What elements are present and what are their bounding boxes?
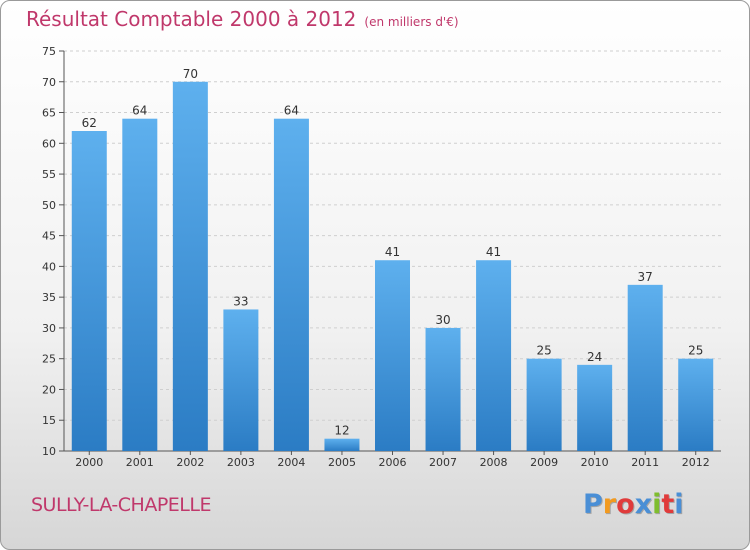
x-tick-label-2010: 2010 xyxy=(581,456,609,469)
y-tick-label: 70 xyxy=(42,76,56,89)
bar-2004 xyxy=(273,118,309,451)
y-tick-label: 75 xyxy=(42,45,56,58)
y-tick-label: 10 xyxy=(42,445,56,458)
value-label-2002: 70 xyxy=(183,67,198,81)
y-tick-label: 35 xyxy=(42,291,56,304)
x-tick-label-2009: 2009 xyxy=(530,456,558,469)
x-tick-label-2011: 2011 xyxy=(631,456,659,469)
value-label-2006: 41 xyxy=(385,245,400,259)
value-label-2011: 37 xyxy=(638,270,653,284)
logo-letter: i xyxy=(674,489,684,520)
logo-letter: i xyxy=(652,489,662,520)
value-label-2012: 25 xyxy=(688,344,703,358)
x-tick-label-2004: 2004 xyxy=(277,456,305,469)
y-tick-label: 60 xyxy=(42,137,56,150)
bar-2012 xyxy=(678,358,714,451)
value-label-2010: 24 xyxy=(587,350,602,364)
chart-title-text: Résultat Comptable 2000 à 2012 xyxy=(26,7,357,31)
y-tick-label: 45 xyxy=(42,230,56,243)
value-label-2009: 25 xyxy=(536,344,551,358)
proxiti-logo: Proxiti xyxy=(583,489,684,520)
y-tick-label: 55 xyxy=(42,168,56,181)
x-tick-label-2006: 2006 xyxy=(379,456,407,469)
logo-letter: P xyxy=(583,489,603,520)
bar-2001 xyxy=(122,118,158,451)
x-tick-label-2000: 2000 xyxy=(75,456,103,469)
chart-subtitle: (en milliers d'€) xyxy=(364,15,459,29)
value-label-2001: 64 xyxy=(132,104,147,118)
y-tick-label: 25 xyxy=(42,353,56,366)
logo-letter: o xyxy=(616,489,635,520)
x-tick-label-2007: 2007 xyxy=(429,456,457,469)
bar-2005 xyxy=(324,438,360,451)
bar-2000 xyxy=(71,131,107,451)
value-label-2003: 33 xyxy=(233,294,248,308)
logo-letter: t xyxy=(661,489,675,520)
chart-title: Résultat Comptable 2000 à 2012 (en millie… xyxy=(26,7,459,31)
x-tick-label-2005: 2005 xyxy=(328,456,356,469)
bar-2006 xyxy=(375,260,410,451)
value-label-2007: 30 xyxy=(435,313,450,327)
bar-2008 xyxy=(476,260,512,451)
bar-2007 xyxy=(425,327,461,451)
bar-2003 xyxy=(223,309,259,451)
value-label-2005: 12 xyxy=(334,424,349,438)
value-label-2004: 64 xyxy=(284,104,299,118)
x-tick-label-2002: 2002 xyxy=(176,456,204,469)
value-label-2000: 62 xyxy=(82,116,97,130)
bar-2009 xyxy=(526,358,562,451)
y-tick-label: 50 xyxy=(42,199,56,212)
value-label-2008: 41 xyxy=(486,245,501,259)
y-tick-label: 65 xyxy=(42,107,56,120)
logo-letter: x xyxy=(634,489,653,520)
logo-letter: r xyxy=(602,489,617,520)
x-tick-label-2008: 2008 xyxy=(480,456,508,469)
y-tick-label: 15 xyxy=(42,414,56,427)
x-tick-label-2001: 2001 xyxy=(126,456,154,469)
bar-2002 xyxy=(172,81,208,452)
location-label: SULLY-LA-CHAPELLE xyxy=(31,494,211,516)
y-tick-label: 40 xyxy=(42,260,56,273)
bar-2011 xyxy=(627,284,663,451)
x-tick-label-2012: 2012 xyxy=(682,456,710,469)
y-tick-label: 30 xyxy=(42,322,56,335)
bar-2010 xyxy=(577,364,613,451)
x-tick-label-2003: 2003 xyxy=(227,456,255,469)
y-tick-label: 20 xyxy=(42,383,56,396)
